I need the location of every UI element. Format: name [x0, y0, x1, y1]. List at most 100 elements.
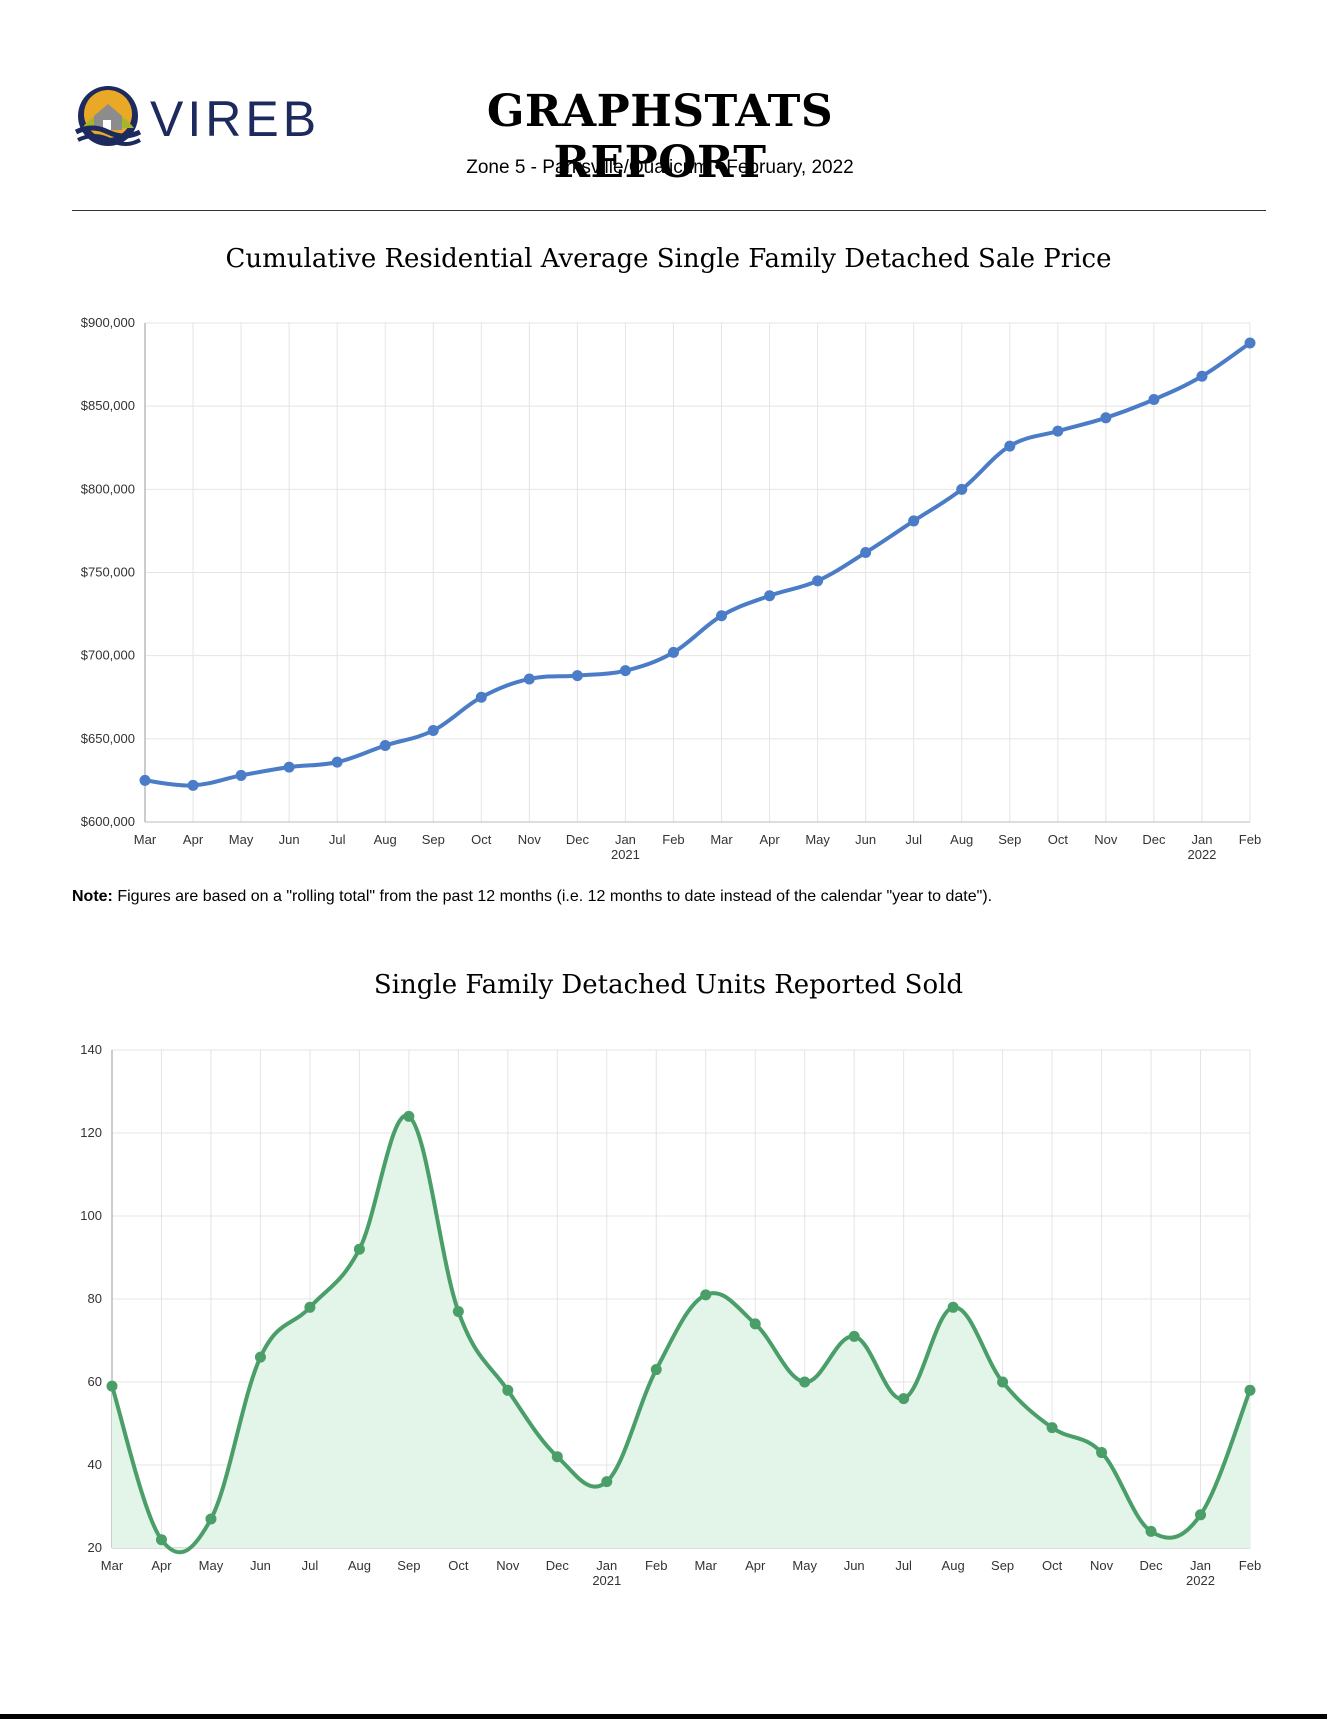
x-tick-label: Nov [496, 1558, 520, 1573]
x-tick-label: Jul [329, 832, 346, 847]
series-line [144, 341, 1252, 788]
data-point [601, 1476, 613, 1488]
data-point [235, 769, 247, 781]
brand-name: VIREB [150, 91, 321, 147]
data-point [205, 1513, 217, 1525]
x-tick-label: Nov [1094, 832, 1118, 847]
data-point [667, 646, 679, 658]
data-point [1096, 1447, 1108, 1459]
x-tick-label: Aug [348, 1558, 371, 1573]
data-point [304, 1301, 316, 1313]
x-tick-label: Apr [151, 1558, 172, 1573]
data-point [619, 665, 631, 677]
y-tick-label: $900,000 [81, 315, 135, 330]
data-point [353, 1243, 365, 1255]
page-bottom-bar [0, 1714, 1327, 1719]
x-year-label: 2021 [611, 847, 640, 862]
x-year-label: 2021 [592, 1573, 621, 1588]
x-tick-label: Sep [422, 832, 445, 847]
data-point [475, 691, 487, 703]
footnote: Note: Figures are based on a "rolling to… [72, 888, 1262, 906]
report-title: GRAPHSTATS REPORT [486, 86, 834, 188]
x-tick-label: Sep [991, 1558, 1014, 1573]
data-point [283, 761, 295, 773]
data-point [1004, 440, 1016, 452]
y-tick-label: $750,000 [81, 565, 135, 580]
vireb-logo: VIREB [72, 86, 332, 152]
x-tick-label: Mar [101, 1558, 124, 1573]
data-point [254, 1351, 266, 1363]
data-point [700, 1289, 712, 1301]
data-point [650, 1364, 662, 1376]
x-tick-label: Mar [134, 832, 157, 847]
data-point [452, 1305, 464, 1317]
x-tick-label: Aug [950, 832, 973, 847]
x-tick-label: May [199, 1558, 224, 1573]
data-point [799, 1376, 811, 1388]
x-tick-label: Nov [1090, 1558, 1114, 1573]
y-tick-label: 100 [80, 1208, 102, 1223]
x-tick-label: May [805, 832, 830, 847]
data-point [1100, 412, 1112, 424]
data-point [187, 779, 199, 791]
x-tick-label: Dec [1139, 1558, 1163, 1573]
x-tick-label: Oct [471, 832, 492, 847]
x-tick-label: Oct [1042, 1558, 1063, 1573]
footnote-label: Note: [72, 888, 113, 905]
header-divider [72, 210, 1266, 211]
data-point [947, 1301, 959, 1313]
data-point [1052, 425, 1064, 437]
data-point [155, 1534, 167, 1546]
data-point [1148, 394, 1160, 406]
y-tick-label: 140 [80, 1042, 102, 1057]
chart-grid [144, 322, 1251, 823]
x-tick-label: Nov [518, 832, 542, 847]
y-tick-label: $700,000 [81, 648, 135, 663]
data-point [427, 725, 439, 737]
data-point [139, 774, 151, 786]
y-tick-label: 40 [88, 1457, 102, 1472]
data-point [1046, 1422, 1058, 1434]
units-area-chart: 20 40 60 80 100 120 140 Mar Apr May Jun Jul Aug Sep Oc… [80, 1042, 1261, 1588]
data-point [764, 590, 776, 602]
x-tick-label: Dec [1142, 832, 1166, 847]
series-area-fill [112, 1115, 1250, 1553]
x-tick-label: Apr [759, 832, 780, 847]
data-point [1145, 1525, 1157, 1537]
data-point [812, 575, 824, 587]
data-point [523, 673, 535, 685]
data-point [106, 1380, 118, 1392]
price-line-chart: $600,000 $650,000 $700,000 $750,000 $800,000… [81, 315, 1261, 862]
x-tick-label: Jan [596, 1558, 617, 1573]
x-tick-label: Apr [183, 832, 204, 847]
x-tick-label: Oct [448, 1558, 469, 1573]
x-tick-label: Jun [844, 1558, 865, 1573]
x-tick-label: Dec [566, 832, 590, 847]
y-tick-label: $600,000 [81, 814, 135, 829]
data-point [898, 1393, 910, 1405]
x-tick-label: Sep [998, 832, 1021, 847]
data-point [956, 483, 968, 495]
data-point [331, 756, 343, 768]
x-tick-label: May [792, 1558, 817, 1573]
x-tick-label: Sep [397, 1558, 420, 1573]
data-point [502, 1384, 514, 1396]
x-tick-label: Mar [710, 832, 733, 847]
logo-emblem-icon [74, 86, 142, 146]
units-chart-title: Single Family Detached Units Reported So… [373, 970, 964, 1000]
x-tick-label: Jan [615, 832, 636, 847]
data-point [379, 739, 391, 751]
data-point [551, 1451, 563, 1463]
price-chart-title: Cumulative Residential Average Single Fa… [225, 244, 1112, 274]
x-tick-label: Feb [1239, 1558, 1261, 1573]
x-tick-label: Feb [645, 1558, 667, 1573]
x-tick-label: Dec [546, 1558, 570, 1573]
footnote-text: Figures are based on a "rolling total" f… [112, 888, 993, 905]
x-tick-label: Jan [1190, 1558, 1211, 1573]
data-point [848, 1330, 860, 1342]
x-tick-label: Apr [745, 1558, 766, 1573]
y-tick-label: 120 [80, 1125, 102, 1140]
x-tick-label: Feb [662, 832, 684, 847]
data-point [716, 610, 728, 622]
data-point [1244, 337, 1256, 349]
